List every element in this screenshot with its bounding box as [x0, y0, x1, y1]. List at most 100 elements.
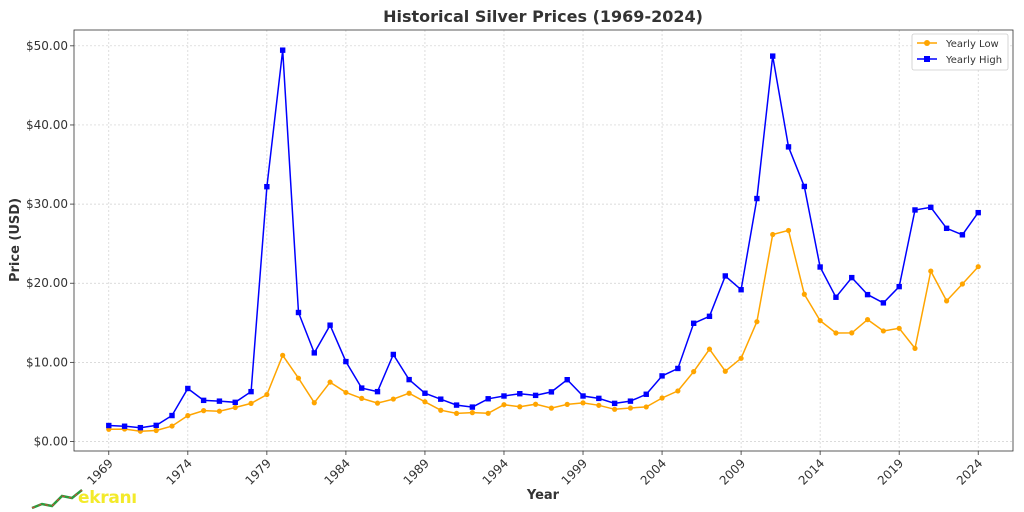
yearly-high-point [469, 404, 476, 410]
yearly-low-point [406, 390, 412, 396]
yearly-high-point [722, 273, 728, 279]
y-tick-label: $50.00 [26, 39, 68, 53]
x-tick-label: 2019 [875, 456, 906, 487]
yearly-low-point [928, 268, 934, 274]
yearly-low-point [864, 317, 871, 323]
yearly-high-point [754, 195, 760, 202]
yearly-high-point [169, 412, 175, 419]
yearly-high-point [548, 389, 555, 395]
x-tick-label: 1979 [242, 456, 273, 487]
yearly-high-point [232, 399, 238, 406]
x-axis-ticks: 1969 1974 1979 1984 1989 1994 1999 2004 2009 2014… [84, 451, 985, 488]
yearly-high-point [643, 391, 649, 397]
yearly-low-point [801, 291, 807, 297]
yearly-high-point [185, 385, 191, 392]
yearly-high-point [817, 264, 823, 270]
yearly-low-point [580, 400, 586, 406]
yearly-low-point [959, 281, 966, 287]
yearly-high-point [959, 232, 966, 238]
yearly-low-point [627, 405, 634, 411]
yearly-low-point [738, 355, 744, 361]
x-axis-label: Year [526, 488, 560, 503]
yearly-high-point [564, 376, 570, 383]
yearly-low-point [438, 407, 444, 413]
yearly-low-point [185, 413, 191, 419]
yearly-low-point [532, 401, 539, 407]
yearly-high-point [611, 400, 618, 407]
yearly-low-point [548, 405, 555, 411]
yearly-low-point [264, 391, 270, 398]
y-tick-label: $30.00 [26, 197, 68, 211]
yearly-high-point [153, 422, 159, 429]
yearly-high-point [659, 373, 665, 379]
legend-high-marker [924, 56, 930, 62]
yearly-low-point [817, 317, 823, 324]
yearly-low-point [659, 395, 665, 401]
yearly-high-point [928, 204, 934, 211]
yearly-high-point [833, 294, 839, 300]
x-tick-label: 1999 [559, 456, 590, 487]
yearly-high-point [532, 392, 539, 399]
yearly-high-point [880, 300, 887, 306]
yearly-high-point [849, 274, 855, 281]
legend: Yearly Low Yearly High [911, 33, 1009, 71]
legend-low-label: Yearly Low [945, 39, 999, 50]
yearly-low-point [754, 319, 760, 325]
yearly-high-point [943, 225, 950, 232]
yearly-high-point [438, 396, 444, 402]
yearly-high-point [501, 393, 507, 399]
yearly-high-point [975, 209, 981, 216]
x-tick-label: 2014 [796, 456, 827, 487]
yearly-low-point [343, 389, 349, 396]
yearly-high-point [627, 398, 634, 404]
chart-title: Historical Silver Prices (1969-2024) [383, 7, 703, 26]
x-tick-label: 1984 [322, 456, 353, 487]
x-tick-label: 2004 [638, 456, 669, 487]
y-tick-label: $10.00 [26, 355, 68, 369]
yearly-high-point [295, 309, 302, 316]
yearly-high-point [390, 351, 397, 358]
x-tick-label: 1994 [480, 456, 511, 487]
yearly-high-point [864, 291, 871, 298]
yearly-low-point [201, 408, 207, 414]
grid [74, 30, 1013, 451]
yearly-low-point [169, 423, 175, 429]
yearly-high-point [121, 423, 128, 429]
yearly-low-point [422, 399, 428, 405]
yearly-low-point [469, 410, 475, 416]
yearly-low-point [453, 410, 460, 417]
yearly-high-point [422, 390, 428, 396]
yearly-high-point [406, 376, 412, 383]
yearly-high-point [580, 393, 586, 399]
yearly-low-point [359, 395, 365, 401]
yearly-low-point [785, 227, 792, 234]
yearly-high-point [327, 322, 333, 328]
yearly-high-point [311, 350, 317, 356]
yearly-low-point [232, 404, 238, 411]
yearly-low-point [675, 388, 681, 394]
yearly-low-point [706, 346, 713, 352]
yearly-high-point [137, 424, 144, 431]
yearly-low-point [327, 379, 333, 385]
yearly-low-point [849, 330, 855, 336]
y-tick-label: $40.00 [26, 118, 68, 132]
yearly-low-point [722, 368, 728, 374]
yearly-low-point [280, 352, 286, 358]
yearly-high-point [279, 47, 286, 53]
yearly-high-point [675, 365, 681, 372]
yearly-high-point [264, 183, 270, 190]
yearly-low-point [517, 404, 523, 410]
x-tick-label: 1969 [84, 456, 115, 487]
yearly-low-point [691, 369, 697, 375]
yearly-low-line [108, 229, 979, 432]
yearly-high-point [785, 144, 792, 150]
legend-high-label: Yearly High [945, 55, 1002, 66]
yearly-low-point [944, 298, 950, 304]
yearly-low-point [248, 400, 254, 406]
yearly-high-point [216, 398, 223, 404]
x-tick-label: 1974 [163, 456, 194, 487]
yearly-low-point [596, 402, 602, 408]
y-tick-label: $20.00 [26, 276, 68, 290]
yearly-low-point [612, 406, 618, 412]
